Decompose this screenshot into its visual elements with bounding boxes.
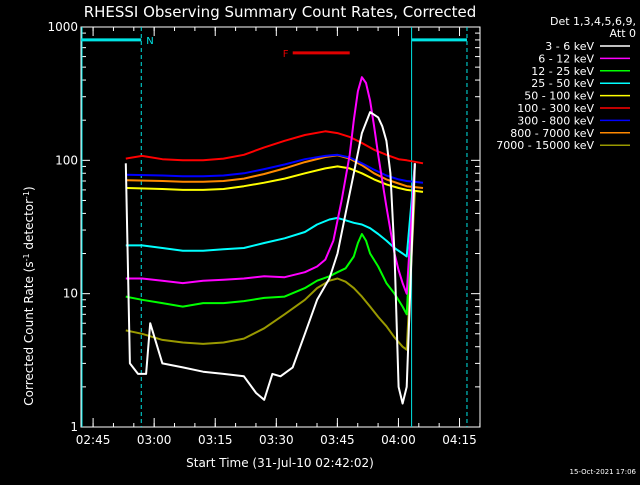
series-line-3 [125, 163, 416, 258]
x-tick-label: 04:15 [442, 433, 477, 447]
x-axis-title: Start Time (31-Jul-10 02:42:02) [186, 456, 374, 470]
svg-text:Corrected Count Rate (s-1 dete: Corrected Count Rate (s-1 detector-1) [22, 186, 37, 405]
legend-label-1: 6 - 12 keV [538, 52, 594, 65]
y-axis-title-sup1: -1 [22, 253, 31, 261]
x-tick-label: 03:30 [259, 433, 294, 447]
legend-label-2: 12 - 25 keV [531, 65, 594, 78]
flag-label-N: N [146, 36, 153, 47]
y-axis-title-end: ) [22, 186, 36, 191]
series-line-0 [124, 111, 416, 405]
legend-label-5: 100 - 300 keV [517, 102, 594, 115]
series-line-5 [125, 130, 424, 165]
x-tick-label: 03:45 [320, 433, 355, 447]
timestamp: 15-Oct-2021 17:06 [570, 468, 637, 476]
plot-frame [80, 26, 481, 428]
series-line-2 [125, 163, 416, 316]
y-axis-title-base: Corrected Count Rate (s [22, 261, 36, 405]
y-tick-label: 1000 [47, 20, 78, 34]
chart-title: RHESSI Observing Summary Count Rates, Co… [84, 3, 477, 21]
legend-label-3: 25 - 50 keV [531, 77, 594, 90]
legend-label-4: 50 - 100 keV [524, 90, 594, 103]
legend-header-line-2: Att 0 [610, 27, 636, 40]
x-tick-label: 03:00 [137, 433, 172, 447]
y-tick-label: 1 [70, 420, 78, 434]
series-line-4 [125, 165, 424, 193]
flag-label-F: F [283, 49, 289, 60]
legend-header-line-1: Det 1,3,4,5,6,9, [550, 15, 636, 28]
legend-label-8: 7000 - 15000 keV [496, 139, 594, 152]
legend-label-7: 800 - 7000 keV [510, 127, 594, 140]
legend-label-6: 300 - 800 keV [517, 114, 594, 127]
legend-label-0: 3 - 6 keV [545, 40, 594, 53]
y-tick-label: 100 [55, 153, 78, 167]
y-axis-title-mid: detector [22, 199, 36, 254]
x-tick-label: 03:15 [198, 433, 233, 447]
series-line-1 [125, 76, 416, 295]
y-axis-title: Corrected Count Rate (s-1 detector-1) [22, 186, 37, 405]
plot-area: 1 10 100 1000 02:45 03:00 03:15 03:30 03:45 04:00… [47, 20, 481, 447]
series-line-6 [125, 153, 424, 184]
series-line-7 [125, 154, 424, 189]
x-tick-label: 02:45 [76, 433, 111, 447]
y-axis-title-sup2: -1 [22, 191, 31, 199]
series-line-8 [125, 191, 416, 351]
x-tick-label: 04:00 [381, 433, 416, 447]
y-tick-label: 10 [63, 287, 78, 301]
